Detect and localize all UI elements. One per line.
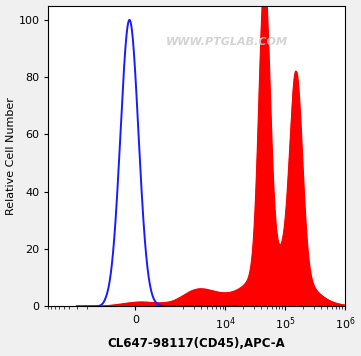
Text: WWW.PTGLAB.COM: WWW.PTGLAB.COM bbox=[165, 37, 287, 47]
X-axis label: CL647-98117(CD45),APC-A: CL647-98117(CD45),APC-A bbox=[108, 337, 286, 350]
Y-axis label: Relative Cell Number: Relative Cell Number bbox=[5, 97, 16, 215]
